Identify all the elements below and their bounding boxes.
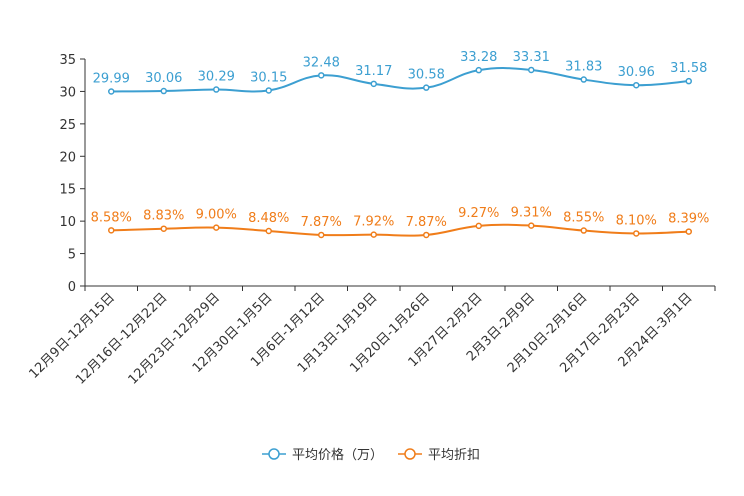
data-label-0: 30.96 (618, 65, 655, 80)
data-label-0: 30.06 (145, 71, 182, 86)
x-tick-label: 12月16日-12月22日 (73, 290, 170, 387)
legend-marker-0 (268, 448, 280, 460)
data-label-1: 7.87% (406, 215, 447, 230)
data-point-0 (160, 87, 167, 95)
data-point-0 (475, 66, 482, 74)
y-tick-label: 15 (59, 183, 76, 198)
legend-label-0: 平均价格（万） (292, 447, 383, 463)
x-tick-label: 12月9日-12月15日 (26, 290, 118, 382)
x-tick-label: 12月23日-12月29日 (126, 290, 223, 387)
data-label-1: 9.00% (196, 208, 237, 223)
data-label-0: 33.31 (513, 50, 550, 65)
data-point-1 (423, 231, 430, 239)
data-label-0: 31.83 (565, 60, 602, 75)
data-label-0: 33.28 (460, 50, 497, 65)
data-label-0: 29.99 (93, 71, 130, 86)
data-point-1 (213, 224, 220, 231)
y-tick-label: 35 (59, 53, 76, 68)
y-tick-label: 5 (68, 248, 76, 263)
series-line-1 (111, 223, 689, 237)
data-point-1 (475, 222, 482, 230)
data-point-0 (633, 81, 640, 89)
y-tick-label: 20 (59, 150, 76, 165)
data-point-0 (370, 80, 377, 88)
data-point-1 (265, 227, 272, 235)
legend-marker-1 (404, 448, 416, 460)
data-point-0 (265, 87, 272, 94)
data-label-1: 8.39% (668, 212, 709, 227)
data-label-1: 8.83% (143, 209, 184, 224)
data-label-1: 8.55% (563, 211, 604, 226)
data-point-0 (580, 76, 587, 83)
data-point-1 (160, 225, 167, 232)
data-label-1: 9.31% (511, 206, 552, 221)
data-label-0: 31.17 (355, 64, 392, 79)
data-point-0 (213, 86, 220, 93)
data-point-0 (318, 72, 325, 79)
data-label-1: 7.92% (353, 215, 394, 230)
data-point-1 (318, 231, 325, 239)
data-label-1: 8.10% (616, 213, 657, 228)
data-point-0 (108, 88, 115, 95)
data-label-0: 30.58 (408, 68, 445, 83)
data-point-1 (633, 230, 640, 237)
data-point-0 (528, 66, 535, 74)
data-point-1 (685, 228, 692, 235)
data-label-1: 8.48% (248, 211, 289, 226)
y-tick-label: 30 (59, 85, 76, 100)
data-label-1: 9.27% (458, 206, 499, 221)
data-point-1 (370, 231, 377, 238)
data-label-1: 8.58% (91, 210, 132, 225)
data-point-0 (423, 84, 430, 91)
data-label-0: 31.58 (670, 61, 707, 76)
data-point-1 (528, 222, 535, 229)
legend-label-1: 平均折扣 (428, 448, 480, 463)
data-label-0: 32.48 (303, 55, 340, 70)
data-label-0: 30.15 (250, 70, 287, 85)
y-tick-label: 0 (68, 280, 76, 295)
data-label-1: 7.87% (301, 215, 342, 230)
data-label-0: 30.29 (198, 70, 235, 85)
series-line-0 (111, 67, 689, 93)
data-point-0 (685, 77, 692, 85)
data-point-1 (580, 227, 587, 234)
y-tick-label: 25 (59, 118, 76, 133)
data-point-1 (108, 227, 115, 234)
y-tick-label: 10 (59, 215, 76, 230)
